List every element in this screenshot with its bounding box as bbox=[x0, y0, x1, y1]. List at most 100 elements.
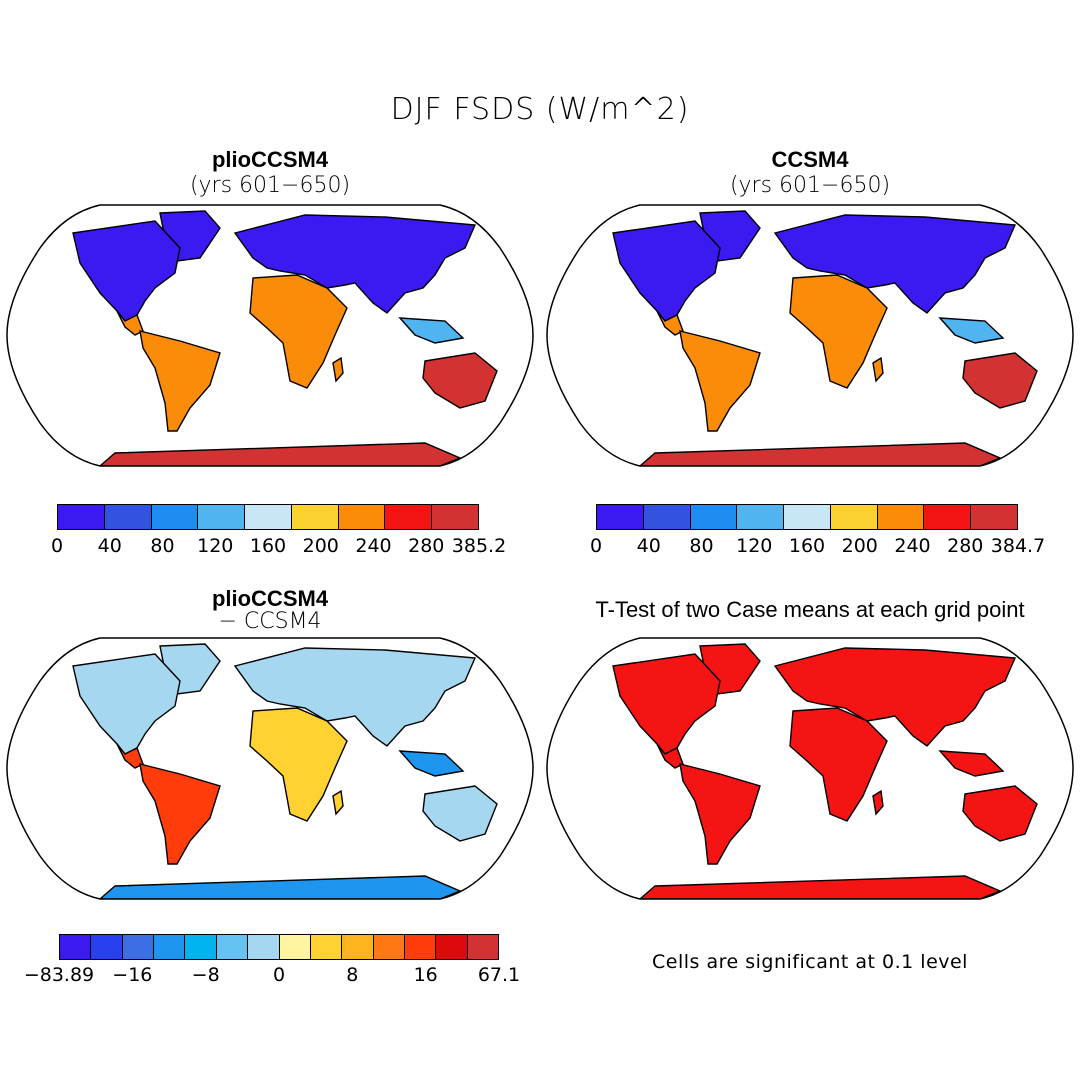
colorbar-tick-label: 160 bbox=[249, 535, 287, 557]
colorbar-segment bbox=[248, 935, 280, 959]
continent-australia bbox=[422, 785, 498, 842]
significance-note: Cells are significant at 0.1 level bbox=[652, 951, 968, 973]
colorbar-tick-label: 16 bbox=[413, 964, 438, 986]
continent-seasia bbox=[398, 750, 465, 777]
continent-australia bbox=[962, 785, 1038, 842]
continent-madagascar bbox=[872, 356, 884, 383]
panel-title-plioccsm4: plioCCSM4 bbox=[211, 147, 329, 172]
colorbar-segment bbox=[690, 505, 738, 529]
colorbar-segment bbox=[924, 505, 972, 529]
map-ccsm4 bbox=[546, 204, 1074, 467]
colorbar-ccsm4 bbox=[596, 504, 1018, 530]
continent-seasia bbox=[938, 750, 1005, 777]
continent-africa bbox=[249, 274, 348, 389]
colorbar-segment bbox=[971, 505, 1018, 529]
colorbar-segment bbox=[279, 935, 311, 959]
colorbar-ticks-ccsm4: 0 40 80 120 160 200 240 280 384.7 bbox=[590, 535, 1045, 561]
continent-antarctica bbox=[98, 442, 462, 466]
continent-australia bbox=[422, 352, 498, 409]
colorbar-segment bbox=[643, 505, 691, 529]
colorbar-segment bbox=[245, 505, 292, 529]
map-border bbox=[6, 637, 534, 900]
colorbar-segment bbox=[310, 935, 343, 959]
colorbar-tick-label: 160 bbox=[788, 535, 826, 557]
continent-seasia bbox=[398, 317, 465, 344]
colorbar-tick-label: 0 bbox=[272, 964, 286, 986]
colorbar-tick-label: 120 bbox=[197, 535, 234, 557]
colorbar-segment bbox=[404, 935, 437, 959]
colorbar-tick-label: 280 bbox=[408, 535, 445, 557]
colorbar-segment bbox=[60, 935, 92, 959]
colorbar-segment bbox=[784, 505, 831, 529]
colorbar-tick-label: 280 bbox=[947, 535, 984, 557]
map-border bbox=[546, 204, 1074, 467]
colorbar-segment bbox=[436, 935, 468, 959]
continent-antarctica bbox=[98, 875, 462, 899]
continent-samerica bbox=[679, 330, 761, 432]
continent-namerica bbox=[72, 653, 181, 755]
continent-eurasia bbox=[773, 214, 1017, 314]
colorbar-segment bbox=[58, 505, 105, 529]
continent-antarctica bbox=[638, 875, 1002, 899]
continent-madagascar bbox=[332, 789, 344, 816]
panel-title-difference: plioCCSM4 bbox=[211, 586, 329, 611]
colorbar-tick-label: 8 bbox=[346, 964, 359, 986]
continent-eurasia bbox=[773, 647, 1017, 747]
continent-samerica bbox=[679, 763, 761, 865]
continent-namerica bbox=[612, 653, 721, 755]
colorbar-segment bbox=[291, 505, 339, 529]
colorbar-plioccsm4 bbox=[57, 504, 479, 530]
colorbar-segment bbox=[91, 935, 123, 959]
continent-namerica bbox=[72, 220, 181, 322]
colorbar-tick-label: 80 bbox=[689, 535, 714, 557]
colorbar-tick-label: −83.89 bbox=[23, 964, 95, 986]
colorbar-tick-label: 0 bbox=[50, 535, 64, 557]
continent-australia bbox=[962, 352, 1038, 409]
colorbar-segment bbox=[467, 935, 499, 959]
colorbar-tick-label: 40 bbox=[97, 535, 122, 557]
map-border bbox=[6, 204, 534, 467]
panel-subtitle-minus-ccsm4: − CCSM4 bbox=[218, 609, 322, 634]
colorbar-segment bbox=[154, 935, 186, 959]
continent-camerica bbox=[656, 310, 684, 336]
colorbar-segment bbox=[198, 505, 246, 529]
map-ttest bbox=[546, 637, 1074, 900]
continent-camerica bbox=[116, 310, 144, 336]
continent-madagascar bbox=[332, 356, 344, 383]
colorbar-segment bbox=[373, 935, 405, 959]
colorbar-segment bbox=[151, 505, 199, 529]
colorbar-segment bbox=[104, 505, 152, 529]
continent-antarctica bbox=[638, 442, 1002, 466]
colorbar-tick-label: 40 bbox=[636, 535, 661, 557]
colorbar-segment bbox=[216, 935, 249, 959]
continent-eurasia bbox=[233, 647, 477, 747]
colorbar-tick-label: 240 bbox=[355, 535, 392, 557]
colorbar-tick-label: 80 bbox=[150, 535, 175, 557]
continent-samerica bbox=[139, 763, 221, 865]
colorbar-tick-label: 240 bbox=[894, 535, 931, 557]
panel-title-ttest: T-Test of two Case means at each grid po… bbox=[595, 597, 1025, 622]
colorbar-segment bbox=[342, 935, 374, 959]
colorbar-segment bbox=[385, 505, 433, 529]
continent-eurasia bbox=[233, 214, 477, 314]
colorbar-tick-label: 120 bbox=[736, 535, 773, 557]
colorbar-tick-label: −8 bbox=[191, 964, 220, 986]
colorbar-segment bbox=[597, 505, 644, 529]
continent-africa bbox=[789, 707, 888, 822]
panel-title-ccsm4: CCSM4 bbox=[771, 147, 849, 172]
colorbar-difference bbox=[59, 934, 499, 960]
colorbar-tick-label: 67.1 bbox=[477, 964, 521, 986]
continent-samerica bbox=[139, 330, 221, 432]
continent-madagascar bbox=[872, 789, 884, 816]
colorbar-segment bbox=[338, 505, 386, 529]
map-border bbox=[546, 637, 1074, 900]
colorbar-tick-label: 200 bbox=[302, 535, 339, 557]
colorbar-segment bbox=[737, 505, 785, 529]
continent-seasia bbox=[938, 317, 1005, 344]
colorbar-segment bbox=[185, 935, 217, 959]
panel-subtitle-years: (yrs 601−650) bbox=[189, 173, 351, 198]
colorbar-segment bbox=[122, 935, 155, 959]
colorbar-ticks-difference: −83.89 −16 −8 0 8 16 67.1 bbox=[24, 964, 520, 990]
colorbar-segment bbox=[877, 505, 925, 529]
continent-camerica bbox=[116, 743, 144, 769]
